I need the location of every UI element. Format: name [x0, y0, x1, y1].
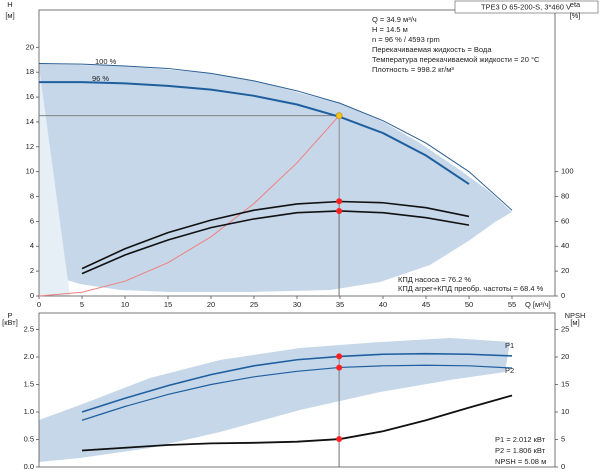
- operating-point: [336, 436, 343, 443]
- curve-label: P2: [505, 366, 514, 375]
- series-line: [81, 210, 470, 275]
- y-tick-label: 1.5: [24, 379, 34, 388]
- y-tick-label: 20: [26, 42, 34, 51]
- y2-tick-label: 25: [561, 324, 569, 333]
- title-box: [454, 0, 599, 14]
- y-axis-unit: [кВт]: [2, 318, 18, 327]
- y2-tick-label: 60: [561, 216, 569, 225]
- annotation: NPSH = 5.08 м: [495, 457, 546, 466]
- annotation: КПД агрег+КПД преобр. частоты = 68.4 %: [398, 284, 544, 293]
- x-tick-label: 25: [250, 300, 258, 309]
- x-tick-label: 30: [293, 300, 301, 309]
- y-axis-label: H: [7, 0, 12, 9]
- y-axis-label: P: [7, 311, 12, 320]
- y-tick-label: 2: [30, 266, 34, 275]
- operating-point: [336, 353, 343, 360]
- y2-tick-label: 20: [561, 352, 569, 361]
- x-tick-label: 10: [121, 300, 129, 309]
- series-line: [81, 394, 513, 452]
- x-tick-label: 50: [465, 300, 473, 309]
- y-tick-label: 0.5: [24, 434, 34, 443]
- y-tick-label: 0: [30, 291, 34, 300]
- curve-label: 96 %: [92, 74, 109, 83]
- y2-tick-label: 20: [561, 266, 569, 275]
- y-tick-label: 16: [26, 92, 34, 101]
- annotation: P2 = 1.806 кВт: [495, 446, 546, 455]
- y-tick-label: 12: [26, 142, 34, 151]
- series-line: [81, 200, 470, 270]
- operating-point: [336, 198, 343, 205]
- y2-tick-label: 0: [561, 291, 565, 300]
- x-tick-label: 15: [164, 300, 172, 309]
- plot-frame: [38, 312, 556, 468]
- y2-axis-label: eta: [570, 0, 581, 9]
- operating-point: [336, 207, 343, 214]
- curve-label: P1: [505, 341, 514, 350]
- x-tick-label: 35: [336, 300, 344, 309]
- x-tick-label: 20: [207, 300, 215, 309]
- info-line: Температура перекачиваемой жидкости = 20…: [372, 55, 540, 64]
- y2-axis-unit: [м]: [570, 318, 579, 327]
- y2-tick-label: 5: [561, 434, 565, 443]
- series-line: [38, 62, 513, 211]
- y-tick-label: 4: [30, 241, 34, 250]
- range-shading: [39, 338, 510, 462]
- series-line: [39, 81, 470, 185]
- y-tick-label: 2.0: [24, 352, 34, 361]
- y-tick-label: 2.5: [24, 324, 34, 333]
- x-tick-label: 55: [508, 300, 516, 309]
- y-tick-label: 0.0: [24, 462, 34, 471]
- y-tick-label: 1.0: [24, 407, 34, 416]
- series-line: [81, 352, 513, 413]
- info-line: n = 96 % / 4593 rpm: [372, 35, 440, 44]
- y2-tick-label: 15: [561, 379, 569, 388]
- series-line: [38, 114, 341, 297]
- y2-tick-label: 80: [561, 192, 569, 201]
- operating-point: [335, 112, 343, 119]
- annotation: КПД насоса = 76.2 %: [398, 275, 471, 284]
- series-line: [81, 364, 513, 421]
- operating-point: [336, 364, 343, 371]
- x-tick-label: 5: [80, 300, 84, 309]
- annotation: P1 = 2.012 кВт: [495, 435, 546, 444]
- y2-tick-label: 40: [561, 241, 569, 250]
- y-tick-label: 14: [26, 117, 34, 126]
- y2-axis-unit: [%]: [570, 11, 581, 20]
- x-tick-label: 45: [422, 300, 430, 309]
- y2-tick-label: 100: [561, 167, 574, 176]
- x-tick-label: 0: [37, 300, 41, 309]
- y-tick-label: 6: [30, 216, 34, 225]
- x-axis-label: Q [м³/ч]: [525, 300, 551, 309]
- range-shading: [39, 66, 70, 296]
- y2-axis-label: NPSH: [565, 311, 586, 320]
- chart-title: TPE3 D 65-200-S, 3*460 V: [481, 2, 571, 11]
- y-tick-label: 8: [30, 192, 34, 201]
- y-axis-unit: [м]: [5, 11, 14, 20]
- info-line: H = 14.5 м: [372, 25, 408, 34]
- y2-tick-label: 10: [561, 407, 569, 416]
- range-shading: [39, 64, 512, 296]
- y2-tick-label: 0: [561, 462, 565, 471]
- info-line: Плотность = 998.2 кг/м³: [372, 65, 454, 74]
- y-tick-label: 18: [26, 67, 34, 76]
- curve-label: 100 %: [95, 57, 117, 66]
- y-tick-label: 10: [26, 167, 34, 176]
- info-line: Q = 34.9 м³/ч: [372, 15, 417, 24]
- x-tick-label: 40: [379, 300, 387, 309]
- info-line: Перекачиваемая жидкость = Вода: [372, 45, 492, 54]
